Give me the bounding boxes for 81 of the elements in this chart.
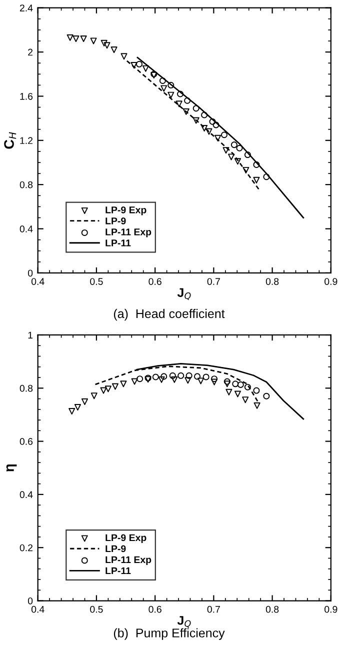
y-tick-label: 1 [28, 332, 33, 339]
x-tick-label: 0.7 [207, 278, 220, 285]
x-tick-label: 0.9 [324, 606, 338, 613]
legend-label: LP-11 [106, 567, 131, 574]
point [224, 380, 230, 388]
point [120, 380, 127, 388]
point [182, 108, 190, 115]
text: (b) Pump Efficiency [114, 628, 225, 640]
point [131, 378, 138, 385]
point [192, 117, 200, 124]
y-tick-label: 0.4 [20, 226, 33, 232]
point [206, 128, 212, 135]
y-tick-label: 0.4 [20, 491, 33, 498]
point [198, 378, 204, 384]
point [72, 36, 80, 42]
point [201, 124, 208, 132]
legend-label: LP-9 Exp [106, 534, 146, 544]
point [100, 387, 107, 394]
x-tick-label: 0.7 [207, 606, 220, 613]
point [81, 398, 88, 405]
point [142, 65, 149, 72]
y-tick-label: 0.8 [20, 384, 33, 392]
y-tick-label: 0.8 [20, 181, 33, 188]
point [253, 176, 260, 184]
legend-label: LP-9 Exp [106, 206, 146, 216]
legend-label: LP-11 Exp [106, 556, 152, 566]
point [90, 392, 98, 400]
point [226, 388, 232, 396]
point [104, 386, 112, 392]
legend-label: LP-9 [106, 545, 126, 552]
x-tick-label: 0.6 [148, 606, 162, 613]
point [110, 46, 118, 54]
point [176, 100, 182, 108]
y-axis-title: η [6, 464, 17, 472]
y-tick-label: 0.2 [20, 544, 33, 552]
legend-label: LP-9 [106, 217, 126, 224]
legend-label: LP-11 [106, 240, 131, 246]
x-tick-label: 0.6 [148, 278, 162, 285]
point [168, 92, 174, 98]
x-axis-title: J$_{Q}$ [177, 288, 191, 300]
point [158, 376, 165, 383]
point [184, 377, 192, 384]
point [90, 38, 97, 44]
point [214, 134, 222, 142]
y-tick-label: 0 [28, 597, 33, 604]
y-tick-label: 1.6 [20, 92, 33, 100]
point [254, 402, 260, 409]
y-tick-label: 2 [28, 48, 33, 56]
point [120, 53, 128, 60]
point [112, 383, 118, 390]
point [68, 408, 76, 415]
y-tick-label: 0.6 [20, 438, 33, 445]
point [104, 42, 110, 49]
y-tick-label: 1.2 [20, 137, 33, 144]
x-tick-label: 0.8 [266, 606, 279, 613]
x-tick-label: 0.8 [266, 278, 279, 285]
legend-label: LP-11 Exp [106, 228, 152, 238]
x-tick-label: 0.5 [90, 606, 103, 613]
point [100, 40, 108, 46]
point [234, 390, 241, 398]
point [242, 166, 250, 174]
point [171, 376, 178, 383]
point [150, 72, 158, 78]
text: (a) Head coefficient [114, 308, 225, 321]
point [222, 147, 230, 154]
point [211, 378, 218, 386]
point [66, 34, 74, 41]
point [160, 85, 168, 92]
point [74, 404, 81, 411]
point [130, 62, 138, 69]
x-tick-label: 0.5 [90, 278, 103, 285]
x-tick-label: 0.9 [324, 278, 338, 285]
y-tick-label: 0 [28, 270, 33, 277]
y-axis-title: C$_{H}$ [4, 132, 16, 149]
point [80, 36, 87, 42]
point [228, 154, 235, 160]
x-axis-title: J$_{Q}$ [177, 616, 191, 628]
point [242, 396, 249, 404]
point [234, 158, 241, 165]
point [144, 376, 152, 383]
y-tick-label: 2.4 [20, 4, 33, 12]
